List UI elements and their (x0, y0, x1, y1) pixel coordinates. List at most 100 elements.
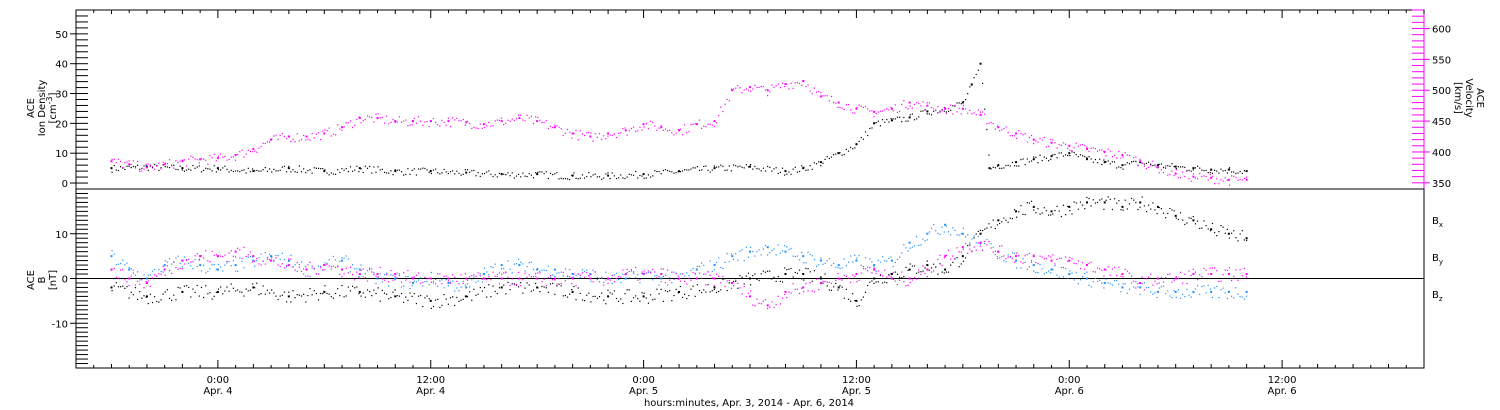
bz-series-dot (701, 277, 703, 279)
bz-series-dot (573, 273, 575, 275)
by-series-dot (545, 269, 547, 272)
bx-series-dot (956, 257, 958, 259)
bx-series-dot (767, 270, 769, 272)
bx-series-dot (877, 281, 879, 283)
by-series-dot (1237, 293, 1239, 295)
density-series-dot (326, 172, 328, 174)
by-series-dot (1179, 297, 1182, 299)
by-series-dot (475, 281, 477, 284)
bx-series-dot (177, 286, 179, 289)
density-series-dot (275, 170, 277, 172)
by-series-dot (366, 270, 369, 272)
bx-series-dot (434, 299, 437, 301)
velocity-series-dot (686, 131, 688, 134)
bx-series-dot (524, 287, 526, 289)
velocity-series-dot (1209, 173, 1211, 176)
bz-series-dot (922, 265, 924, 267)
velocity-series-dot (911, 107, 913, 109)
bx-series-dot (256, 282, 258, 284)
density-series-dot (1016, 165, 1018, 167)
density-series-dot (398, 169, 401, 171)
by-series-dot (439, 280, 441, 282)
bx-series-dot (251, 283, 254, 285)
bz-series-dot (643, 270, 645, 272)
bz-series-point (961, 246, 964, 249)
bx-series-dot (1175, 217, 1177, 219)
velocity-series-dot (628, 129, 630, 132)
density-series-dot (271, 171, 273, 173)
by-series-dot (1077, 283, 1079, 285)
density-series-dot (967, 93, 969, 95)
by-series-dot (1075, 272, 1077, 274)
velocity-series-dot (992, 122, 994, 125)
by-series-point (394, 277, 397, 280)
bx-series-dot (390, 296, 392, 299)
velocity-series-dot (937, 106, 939, 108)
by-series-dot (1035, 272, 1037, 274)
velocity-series-dot (351, 126, 354, 129)
by-series-dot (490, 265, 492, 268)
by-series-dot (756, 251, 758, 253)
density-series-dot (722, 165, 724, 167)
bz-series-dot (522, 279, 524, 281)
velocity-series-dot (1107, 148, 1109, 150)
by-series-dot (356, 268, 358, 270)
velocity-series-dot (113, 158, 115, 160)
bz-series-dot (743, 285, 745, 288)
bz-series-dot (1005, 258, 1007, 260)
bz-series-dot (575, 285, 577, 287)
by-series-dot (624, 278, 626, 280)
by-series-dot (950, 234, 952, 236)
density-series-dot (962, 101, 965, 103)
bz-series-dot (266, 258, 269, 260)
velocity-series-dot (234, 159, 237, 161)
density-series-dot (232, 170, 234, 173)
velocity-series-dot (611, 134, 613, 136)
bz-series-dot (477, 272, 479, 274)
velocity-series-dot (500, 117, 503, 119)
bz-series-dot (1056, 258, 1058, 260)
by-series-dot (373, 272, 375, 274)
bz-series-dot (703, 273, 705, 275)
bx-series-dot (1050, 214, 1052, 216)
velocity-series-dot (662, 129, 664, 131)
bx-series-point (110, 286, 113, 289)
by-series-dot (630, 270, 633, 272)
by-series-dot (922, 238, 924, 240)
bz-series-dot (954, 257, 956, 260)
by-series-dot (1024, 261, 1026, 263)
by-series-dot (1165, 292, 1167, 295)
bz-series-dot (530, 276, 532, 278)
bz-series-dot (928, 269, 930, 271)
density-series-dot (771, 170, 773, 172)
by-series-dot (684, 275, 686, 277)
by-series-dot (115, 263, 117, 266)
bz-series-dot (1196, 279, 1199, 281)
bz-series-dot (1205, 269, 1207, 271)
bz-series-dot (618, 276, 620, 278)
bz-series-dot (977, 242, 979, 244)
bx-series-dot (417, 295, 420, 297)
velocity-series-dot (360, 122, 362, 124)
density-series-dot (586, 175, 588, 178)
velocity-series-dot (656, 129, 658, 131)
bz-series-dot (262, 260, 264, 262)
by-series-dot (1084, 272, 1086, 275)
velocity-series-dot (294, 141, 296, 143)
density-series-dot (886, 119, 888, 121)
by-series-dot (1118, 283, 1120, 285)
velocity-series-dot (775, 85, 777, 87)
by-series-dot (775, 254, 777, 256)
bz-series-dot (200, 255, 203, 257)
bx-series-dot (777, 276, 779, 278)
by-series-dot (526, 265, 528, 268)
bz-series-dot (684, 280, 686, 283)
velocity-series-dot (854, 112, 856, 114)
bx-series-dot (652, 299, 654, 301)
density-series-dot (262, 168, 264, 171)
density-series-dot (901, 121, 903, 123)
velocity-series-dot (990, 121, 992, 124)
by-series-dot (535, 275, 537, 277)
bx-series-dot (962, 260, 965, 262)
bx-series-dot (558, 283, 560, 285)
